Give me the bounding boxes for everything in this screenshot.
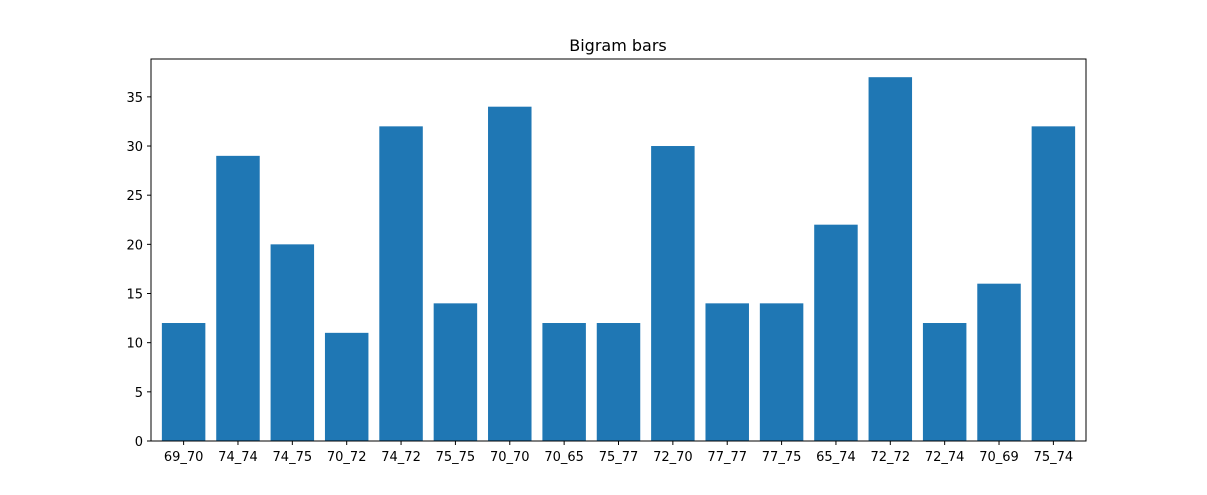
bar-70_69 [977, 283, 1021, 441]
y-axis-ticks: 0 5 10 15 20 25 30 35 [126, 91, 151, 450]
x-tick-label: 75_77 [599, 450, 639, 465]
y-tick-label: 5 [135, 386, 143, 401]
y-tick-label: 10 [126, 337, 143, 352]
x-tick-label: 69_70 [164, 450, 204, 465]
chart-title: Bigram bars [569, 36, 667, 55]
y-tick-label: 0 [135, 435, 143, 450]
x-tick-label: 74_75 [273, 450, 313, 465]
x-tick-label: 70_70 [490, 450, 530, 465]
bar-74_74 [216, 155, 260, 441]
y-tick-label: 35 [126, 91, 143, 106]
bar-74_72 [379, 126, 423, 441]
bar-65_74 [814, 224, 858, 441]
x-tick-label: 74_72 [381, 450, 421, 465]
y-tick-label: 15 [126, 288, 143, 303]
x-axis-ticks: 69_70 74_74 74_75 70_72 74_72 75_75 70_70 70_65… [164, 441, 1073, 465]
y-tick-label: 20 [126, 238, 143, 253]
x-tick-label: 70_72 [327, 450, 367, 465]
x-tick-label: 75_75 [436, 450, 476, 465]
y-tick-label: 25 [126, 189, 143, 204]
x-tick-label: 72_74 [925, 450, 965, 465]
x-tick-label: 65_74 [816, 450, 856, 465]
x-tick-label: 77_75 [762, 450, 802, 465]
bar-74_75 [270, 244, 315, 441]
bar-72_74 [922, 323, 967, 441]
bar-77_77 [705, 303, 749, 441]
x-tick-label: 72_70 [653, 450, 693, 465]
x-tick-label: 77_77 [707, 450, 747, 465]
bar-72_72 [868, 77, 913, 441]
x-tick-label: 70_69 [979, 450, 1019, 465]
bar-75_75 [433, 303, 478, 441]
bar-72_70 [651, 146, 695, 441]
x-tick-label: 70_65 [544, 450, 584, 465]
plot-frame [150, 58, 1087, 442]
y-tick-label: 30 [126, 140, 143, 155]
bars [161, 77, 1076, 441]
x-tick-label: 72_72 [871, 450, 911, 465]
bar-70_72 [324, 332, 369, 441]
x-tick-label: 75_74 [1034, 450, 1074, 465]
bar-70_70 [488, 106, 532, 441]
bar-70_65 [542, 323, 586, 441]
bar-69_70 [161, 323, 206, 441]
bar-75_74 [1031, 126, 1076, 441]
bar-75_77 [596, 323, 641, 441]
x-tick-label: 74_74 [218, 450, 258, 465]
bar-77_75 [759, 303, 804, 441]
